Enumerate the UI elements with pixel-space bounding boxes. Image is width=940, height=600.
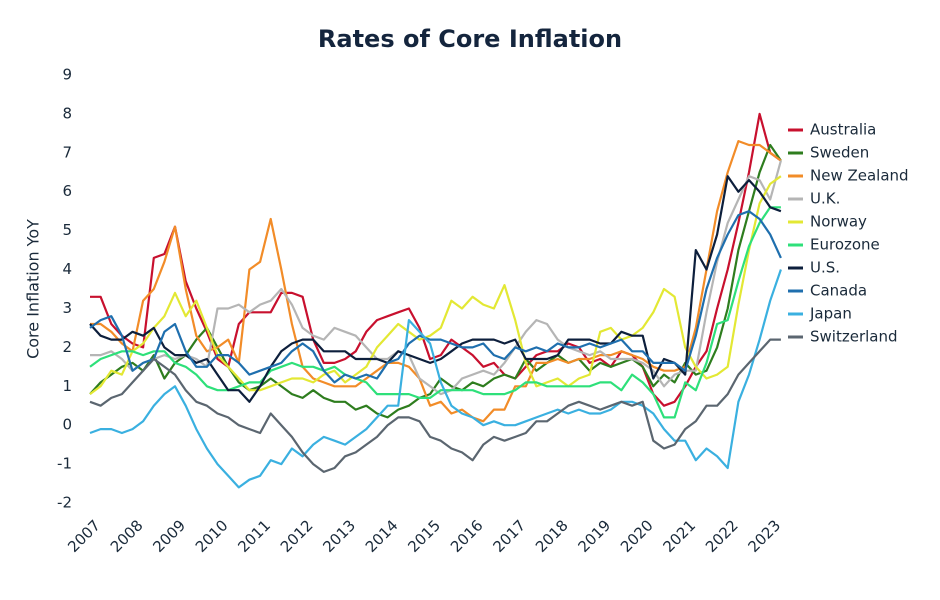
y-tick-label: 1: [62, 377, 72, 395]
legend-label: Sweden: [810, 144, 869, 162]
series-line: [89, 206, 781, 419]
series-line: [89, 210, 782, 384]
x-tick-label: 2014: [362, 516, 402, 556]
series-line: [89, 175, 782, 403]
x-tick-label: 2022: [702, 516, 742, 556]
x-tick-label: 2020: [617, 516, 657, 556]
y-tick-label: -1: [57, 455, 72, 473]
x-tick-label: 2016: [447, 516, 487, 556]
legend-label: Canada: [810, 282, 867, 300]
y-tick-label: 7: [62, 143, 72, 161]
x-tick-label: 2007: [64, 516, 104, 556]
x-tick-label: 2012: [277, 516, 317, 556]
legend-label: U.K.: [810, 190, 840, 208]
series-line: [89, 143, 782, 419]
series-line: [90, 112, 782, 407]
chart-title: Rates of Core Inflation: [318, 25, 622, 53]
y-axis-title: Core Inflation YoY: [24, 219, 43, 359]
x-tick-label: 2018: [532, 516, 572, 556]
x-tick-label: 2013: [319, 516, 359, 556]
legend-label: Norway: [810, 213, 867, 231]
legend-label: Australia: [810, 121, 876, 139]
legend-label: U.S.: [810, 259, 840, 277]
series-line: [90, 160, 782, 396]
y-tick-label: 2: [62, 338, 72, 356]
series-line: [89, 269, 782, 489]
x-tick-label: 2009: [149, 516, 189, 556]
y-tick-label: -2: [57, 494, 72, 512]
y-tick-label: 6: [62, 182, 72, 200]
y-tick-label: 4: [62, 260, 72, 278]
legend-label: New Zealand: [810, 167, 909, 185]
y-tick-label: 0: [62, 416, 72, 434]
x-tick-label: 2015: [404, 516, 444, 556]
y-tick-label: 8: [62, 104, 72, 122]
series-line: [89, 338, 781, 473]
x-tick-label: 2008: [107, 516, 147, 556]
y-tick-label: 3: [62, 299, 72, 317]
y-tick-label: 5: [62, 221, 72, 239]
x-tick-label: 2011: [234, 516, 274, 556]
x-tick-label: 2010: [192, 516, 232, 556]
series-line: [89, 175, 782, 395]
x-tick-label: 2017: [489, 516, 529, 556]
x-tick-label: 2021: [659, 516, 699, 556]
legend-label: Japan: [809, 305, 852, 323]
legend-label: Switzerland: [810, 328, 898, 346]
series-line: [90, 140, 782, 423]
x-tick-label: 2023: [745, 516, 785, 556]
legend-label: Eurozone: [810, 236, 880, 254]
x-tick-label: 2019: [574, 516, 614, 556]
y-tick-label: 9: [62, 66, 72, 84]
